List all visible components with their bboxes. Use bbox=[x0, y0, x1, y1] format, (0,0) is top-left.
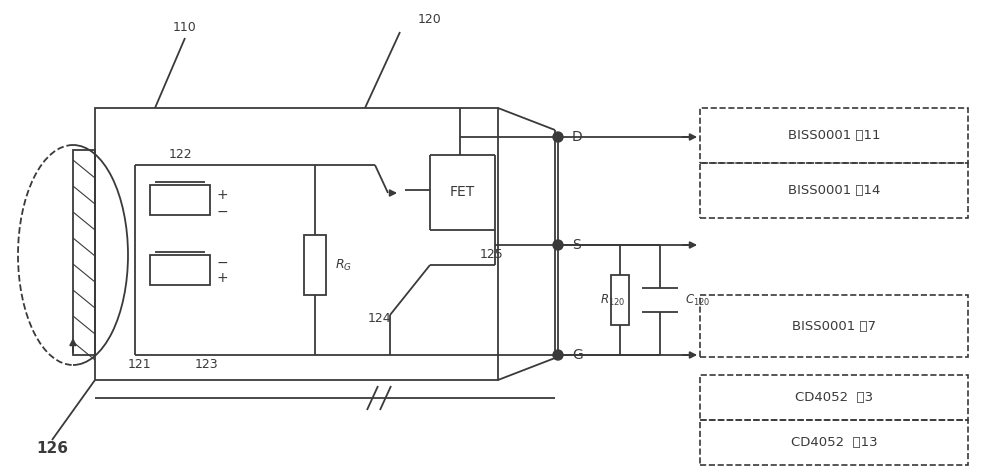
Bar bbox=[611, 275, 629, 325]
Text: 123: 123 bbox=[195, 359, 219, 371]
Text: CD4052  脚3: CD4052 脚3 bbox=[795, 391, 873, 404]
Text: BISS0001 脚7: BISS0001 脚7 bbox=[792, 319, 876, 333]
Text: BISS0001 脚14: BISS0001 脚14 bbox=[788, 184, 880, 197]
Bar bbox=[150, 255, 210, 285]
Text: G: G bbox=[572, 348, 583, 362]
Text: S: S bbox=[572, 238, 581, 252]
Bar bbox=[304, 235, 326, 295]
Text: 126: 126 bbox=[36, 440, 68, 455]
Text: D: D bbox=[572, 130, 583, 144]
Text: 125: 125 bbox=[480, 248, 504, 262]
Text: −: − bbox=[216, 256, 228, 270]
Text: −: − bbox=[216, 205, 228, 219]
Text: 110: 110 bbox=[173, 21, 197, 35]
Bar bbox=[73, 150, 95, 355]
Text: $C_{120}$: $C_{120}$ bbox=[685, 292, 710, 307]
Bar bbox=[700, 295, 968, 357]
Text: $R_{120}$: $R_{120}$ bbox=[600, 292, 625, 307]
Text: 122: 122 bbox=[168, 149, 192, 161]
Text: $R_G$: $R_G$ bbox=[335, 257, 352, 272]
Circle shape bbox=[553, 240, 563, 250]
Bar bbox=[700, 108, 968, 163]
Bar bbox=[95, 108, 498, 380]
Circle shape bbox=[553, 132, 563, 142]
Text: 121: 121 bbox=[128, 359, 152, 371]
Text: +: + bbox=[216, 271, 228, 285]
Bar bbox=[700, 163, 968, 218]
Text: CD4052  脚13: CD4052 脚13 bbox=[791, 436, 877, 449]
Text: BISS0001 脚11: BISS0001 脚11 bbox=[788, 129, 880, 142]
Bar bbox=[700, 420, 968, 465]
Text: 120: 120 bbox=[418, 14, 442, 26]
Bar bbox=[700, 375, 968, 420]
Text: FET: FET bbox=[449, 185, 475, 199]
Bar bbox=[150, 185, 210, 215]
Circle shape bbox=[553, 350, 563, 360]
Text: 124: 124 bbox=[368, 312, 392, 324]
Text: +: + bbox=[216, 188, 228, 202]
